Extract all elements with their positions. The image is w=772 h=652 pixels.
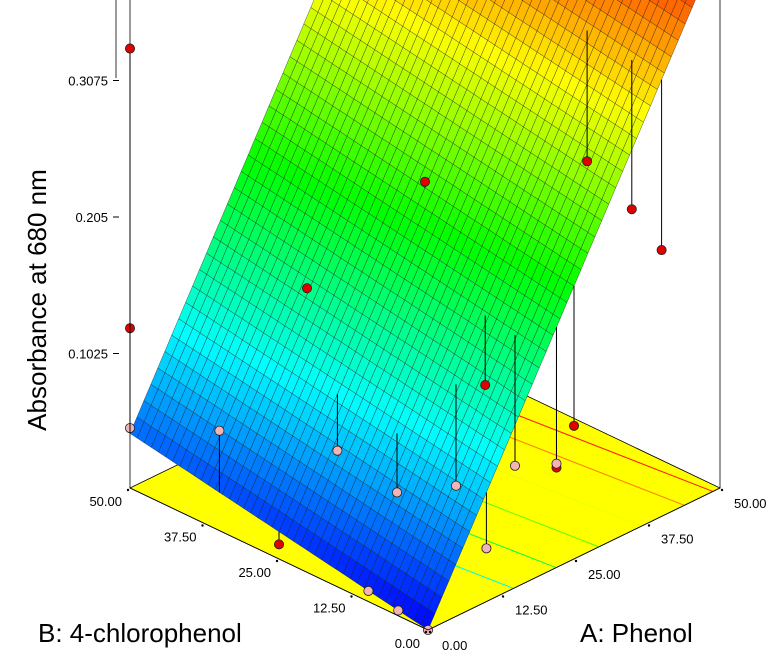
design-point bbox=[551, 458, 562, 469]
surface-facet bbox=[663, 0, 678, 15]
surface-facet bbox=[501, 0, 514, 13]
design-point bbox=[656, 245, 667, 256]
y-tick-label: 50.00 bbox=[89, 494, 122, 509]
surface-facet bbox=[362, 0, 369, 4]
surface-facet bbox=[557, 0, 569, 8]
x-tick-mark bbox=[428, 630, 432, 634]
surface-facet bbox=[437, 0, 451, 13]
surface-facet bbox=[330, 0, 333, 1]
surface-facet bbox=[680, 0, 687, 4]
x-tick-label: 0.00 bbox=[442, 638, 467, 652]
x-tick-label: 25.00 bbox=[588, 567, 621, 582]
surface-facet bbox=[480, 0, 495, 20]
x-tick-label: 50.00 bbox=[734, 496, 767, 511]
surface-facet bbox=[553, 0, 560, 4]
surface-facet bbox=[457, 0, 460, 1]
z-tick-label: 0.205 bbox=[75, 210, 108, 225]
design-point bbox=[363, 585, 374, 596]
surface-facet bbox=[670, 0, 686, 20]
surface-facet bbox=[529, 0, 542, 11]
y-tick-label: 12.50 bbox=[313, 601, 346, 616]
surface-facet bbox=[489, 0, 496, 4]
design-point bbox=[393, 605, 404, 616]
design-point bbox=[481, 543, 492, 554]
frame-front-edges bbox=[115, 0, 721, 631]
surface-facet bbox=[564, 0, 578, 13]
surface-facet bbox=[536, 0, 551, 15]
surface-facet bbox=[345, 0, 360, 15]
surface-facet bbox=[374, 0, 387, 13]
surface-facet bbox=[585, 0, 596, 6]
surface-facet bbox=[394, 0, 396, 1]
surface-facet bbox=[402, 0, 415, 11]
surface-facet bbox=[600, 0, 614, 15]
x-tick-mark bbox=[574, 559, 578, 563]
surface-facet bbox=[494, 0, 505, 8]
y-tick-label: 37.50 bbox=[164, 530, 197, 545]
surface-facet bbox=[331, 0, 342, 6]
surface-facet bbox=[338, 0, 351, 11]
y-tick-mark bbox=[350, 595, 353, 598]
surface-facet bbox=[352, 0, 368, 20]
y-axis-title: B: 4-chlorophenol bbox=[38, 618, 242, 648]
surface-facet bbox=[465, 0, 478, 11]
surface-facet bbox=[648, 0, 651, 1]
design-point bbox=[273, 539, 284, 550]
z-axis-title: Absorbance at 680 nm bbox=[22, 169, 52, 431]
axis-ticks: 0.00 12.50 25.00 37.50 50.00 0.00 12.50 25.00 37… bbox=[68, 74, 767, 652]
y-tick-label: 0.00 bbox=[395, 636, 420, 651]
surface-facet bbox=[543, 0, 559, 20]
frame-edge bbox=[427, 487, 721, 631]
surface-facet bbox=[522, 0, 533, 6]
x-tick-mark bbox=[720, 488, 724, 492]
surface-facet bbox=[607, 0, 622, 20]
surface-facet bbox=[593, 0, 605, 11]
surface-facet bbox=[628, 0, 642, 13]
surface-facet bbox=[426, 0, 433, 4]
y-tick-mark bbox=[126, 488, 130, 492]
surface-facet bbox=[395, 0, 405, 6]
y-tick-mark bbox=[275, 559, 279, 563]
design-point bbox=[391, 487, 402, 498]
design-point bbox=[214, 425, 225, 436]
z-tick-label: 0.3075 bbox=[68, 74, 108, 89]
surface-facet bbox=[656, 0, 669, 11]
design-point bbox=[125, 43, 136, 54]
surface-facet bbox=[409, 0, 424, 15]
surface-facet bbox=[616, 0, 623, 4]
design-point bbox=[301, 283, 312, 294]
surface-facet bbox=[472, 0, 487, 15]
design-point bbox=[582, 156, 593, 167]
surface-facet bbox=[366, 0, 378, 8]
design-point bbox=[509, 460, 520, 471]
surface-facet bbox=[458, 0, 469, 6]
x-tick-mark bbox=[647, 524, 651, 527]
x-tick-mark bbox=[501, 595, 505, 598]
x-tick-label: 37.50 bbox=[661, 532, 694, 547]
surface-facet bbox=[585, 0, 587, 1]
design-point bbox=[419, 176, 430, 187]
x-axis-title: A: Phenol bbox=[580, 618, 693, 648]
surface-facet bbox=[416, 0, 432, 20]
design-point bbox=[626, 204, 637, 215]
surface-facet bbox=[521, 0, 524, 1]
design-point bbox=[569, 420, 580, 431]
x-tick-label: 12.50 bbox=[515, 603, 548, 618]
response-surface bbox=[129, 0, 696, 631]
surface-facet bbox=[430, 0, 442, 8]
frame-edge bbox=[129, 487, 429, 631]
surface-facet bbox=[649, 0, 660, 6]
z-tick-label: 0.1025 bbox=[68, 347, 108, 362]
design-point bbox=[450, 480, 461, 491]
y-tick-mark bbox=[201, 524, 204, 527]
surface-facet bbox=[621, 0, 632, 8]
y-tick-label: 25.00 bbox=[238, 565, 271, 580]
surface-facet bbox=[684, 0, 696, 8]
surface-facet bbox=[310, 0, 324, 13]
y-tick-mark bbox=[424, 630, 428, 634]
design-point bbox=[332, 445, 343, 456]
design-point bbox=[480, 379, 491, 390]
